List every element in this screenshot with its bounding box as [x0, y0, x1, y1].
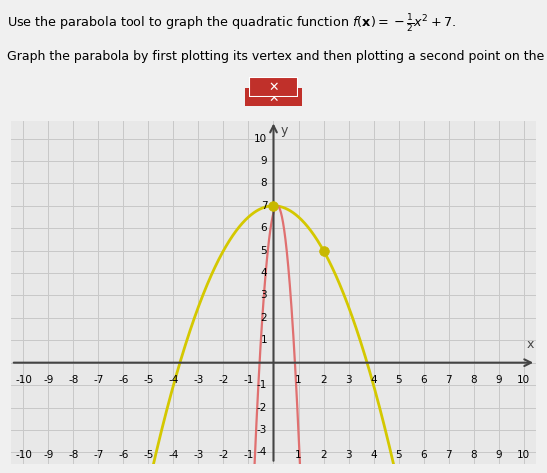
Text: 8: 8	[260, 178, 267, 188]
Text: 10: 10	[254, 133, 267, 143]
Text: -9: -9	[43, 375, 54, 385]
Text: 6: 6	[420, 450, 427, 460]
Text: -3: -3	[193, 375, 203, 385]
Text: -4: -4	[168, 450, 179, 460]
Text: -3: -3	[193, 450, 203, 460]
Text: 6: 6	[420, 375, 427, 385]
Text: 1: 1	[295, 450, 302, 460]
FancyBboxPatch shape	[245, 83, 302, 112]
Text: -2: -2	[218, 450, 229, 460]
Text: -2: -2	[257, 403, 267, 412]
Text: 9: 9	[260, 156, 267, 166]
Text: -1: -1	[243, 375, 254, 385]
Text: 4: 4	[370, 375, 377, 385]
Text: 7: 7	[445, 450, 452, 460]
Text: -10: -10	[15, 375, 32, 385]
Text: 10: 10	[517, 375, 530, 385]
Text: -6: -6	[118, 450, 129, 460]
Text: 5: 5	[395, 450, 402, 460]
Text: 8: 8	[470, 450, 477, 460]
Text: -4: -4	[168, 375, 179, 385]
Text: -8: -8	[68, 450, 79, 460]
Text: 4: 4	[260, 268, 267, 278]
Text: 6: 6	[260, 223, 267, 233]
Text: 7: 7	[260, 201, 267, 211]
Text: -1: -1	[257, 380, 267, 390]
Text: 2: 2	[260, 313, 267, 323]
Text: 7: 7	[445, 375, 452, 385]
Text: 9: 9	[495, 450, 502, 460]
Text: 5: 5	[395, 375, 402, 385]
Text: -3: -3	[257, 425, 267, 435]
Text: -6: -6	[118, 375, 129, 385]
Text: -9: -9	[43, 450, 54, 460]
Text: -7: -7	[94, 375, 103, 385]
Text: 3: 3	[345, 450, 352, 460]
Text: -2: -2	[218, 375, 229, 385]
Text: 9: 9	[495, 375, 502, 385]
Text: y: y	[281, 124, 288, 137]
Text: 8: 8	[470, 375, 477, 385]
Text: 1: 1	[260, 335, 267, 345]
Text: 1: 1	[295, 375, 302, 385]
Text: -7: -7	[94, 450, 103, 460]
Text: -5: -5	[143, 450, 154, 460]
Text: 3: 3	[260, 290, 267, 300]
Text: 2: 2	[320, 450, 327, 460]
Text: 4: 4	[370, 450, 377, 460]
Text: -10: -10	[15, 450, 32, 460]
Text: -8: -8	[68, 375, 79, 385]
Text: x: x	[526, 339, 533, 351]
Text: Graph the parabola by first plotting its vertex and then plotting a second point: Graph the parabola by first plotting its…	[7, 50, 547, 62]
Text: -4: -4	[257, 447, 267, 457]
Text: -1: -1	[243, 450, 254, 460]
Text: -5: -5	[143, 375, 154, 385]
Text: 3: 3	[345, 375, 352, 385]
Text: ✕: ✕	[268, 92, 279, 105]
Text: 10: 10	[517, 450, 530, 460]
Text: Use the parabola tool to graph the quadratic function $f(\mathbf{x}) = -\frac{1}: Use the parabola tool to graph the quadr…	[7, 12, 456, 34]
Text: 2: 2	[320, 375, 327, 385]
Text: ✕: ✕	[268, 81, 279, 94]
Text: 5: 5	[260, 245, 267, 255]
